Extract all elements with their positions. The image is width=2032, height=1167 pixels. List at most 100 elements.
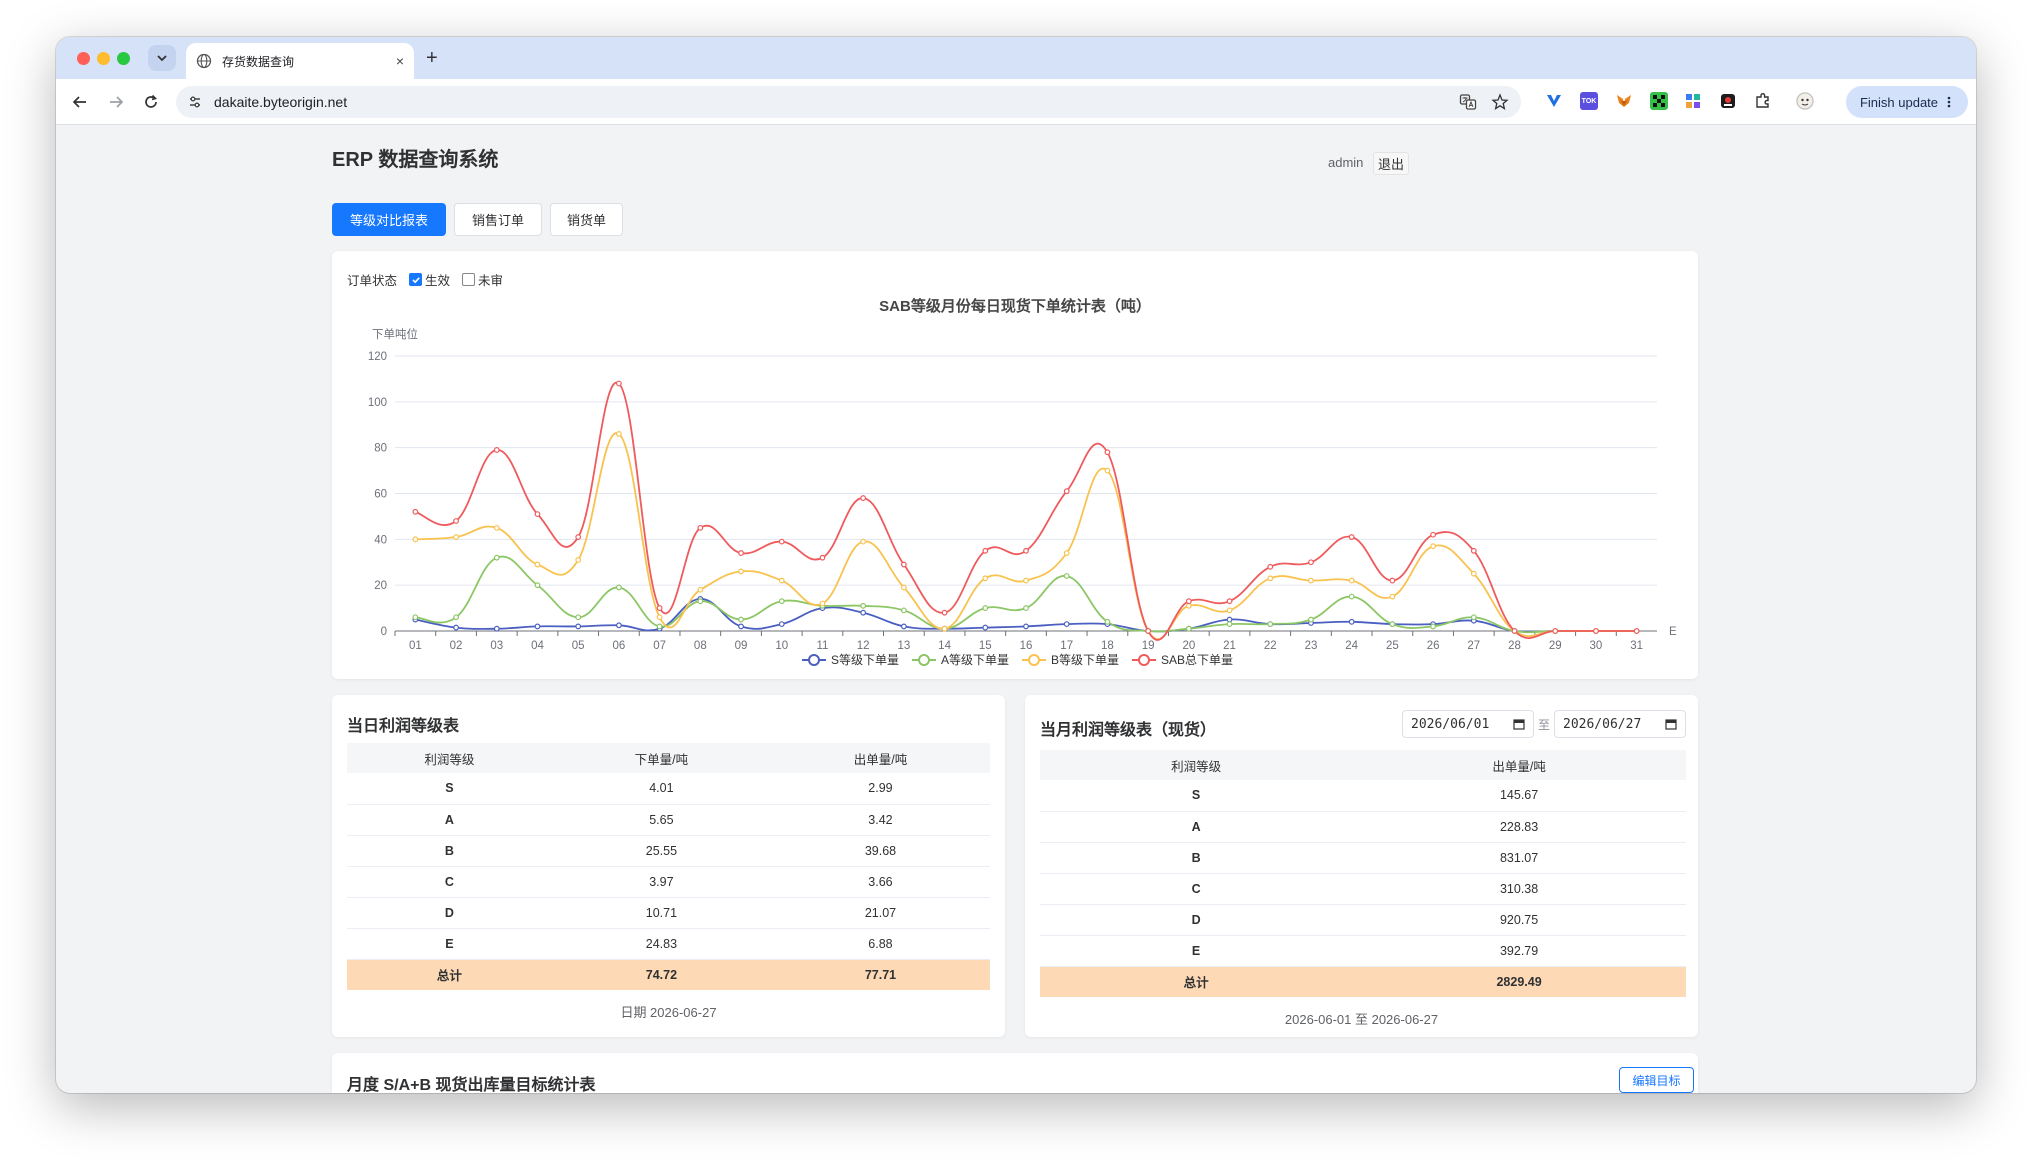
status-active-label[interactable]: 生效: [425, 274, 451, 288]
tab-sales-orders[interactable]: 销售订单: [454, 203, 542, 236]
x-tick-label: 24: [1345, 640, 1358, 652]
metamask-fox-icon[interactable]: [1615, 92, 1633, 110]
data-point: [616, 431, 622, 437]
data-point: [819, 554, 826, 561]
data-point: [1185, 625, 1192, 632]
data-point: [575, 557, 582, 563]
data-point: [1063, 573, 1070, 579]
daily-profit-title: 当日利润等级表: [347, 718, 460, 735]
date-from-input[interactable]: 2026/06/01: [1402, 710, 1534, 738]
translate-icon[interactable]: [1457, 91, 1479, 113]
x-tick-label: 14: [938, 640, 951, 652]
date-to-input[interactable]: 2026/06/27: [1554, 710, 1686, 738]
grade-cell: C: [347, 866, 552, 898]
logout-button[interactable]: 退出: [1373, 152, 1410, 175]
username: admin: [1328, 155, 1364, 170]
daily-order-line-chart: SAB等级月份每日现货下单统计表（吨）下单吨位02040608010012001…: [368, 297, 1677, 667]
extension-green-grid-icon[interactable]: [1650, 92, 1668, 110]
data-point: [982, 547, 989, 554]
series-line-1: [415, 555, 1637, 634]
address-bar[interactable]: dakaite.byteorigin.net: [176, 86, 1521, 118]
reload-button[interactable]: [141, 92, 161, 112]
order-status-filter: 订单状态 生效 未审: [347, 270, 503, 289]
finish-update-button[interactable]: Finish update: [1846, 86, 1968, 118]
new-tab-button[interactable]: +: [426, 47, 438, 69]
bookmark-star-icon[interactable]: [1489, 91, 1511, 113]
table-header: 下单量/吨: [551, 743, 771, 773]
data-point: [738, 550, 744, 556]
edit-target-button[interactable]: 编辑目标: [1619, 1067, 1694, 1093]
grade-cell: A: [347, 804, 552, 836]
url-text[interactable]: dakaite.byteorigin.net: [214, 94, 348, 110]
data-point: [412, 536, 419, 543]
tab-search-button[interactable]: [148, 45, 176, 71]
data-point: [900, 623, 907, 630]
y-tick-label: 20: [374, 580, 387, 592]
extension-v-icon[interactable]: [1545, 92, 1563, 110]
close-tab-icon[interactable]: ×: [395, 53, 404, 69]
value-cell: 145.67: [1352, 780, 1686, 812]
x-tick-label: 25: [1386, 640, 1399, 652]
site-settings-icon[interactable]: [186, 93, 204, 111]
extension-tok-icon[interactable]: TOK: [1580, 92, 1598, 110]
data-point: [493, 447, 500, 453]
grade-cell: S: [1040, 780, 1353, 812]
total-label-cell: 总计: [347, 959, 552, 990]
status-unreviewed-checkbox[interactable]: [462, 273, 476, 286]
tab-grade-report[interactable]: 等级对比报表: [332, 203, 446, 236]
order-status-label: 订单状态: [347, 274, 398, 288]
browser-window: 存货数据查询 × + dakaite.byteorigin.net: [56, 37, 1976, 1093]
data-point: [1593, 628, 1599, 634]
minimize-window-button[interactable]: [97, 52, 110, 65]
data-point: [534, 623, 541, 630]
x-tick-label: 26: [1427, 640, 1440, 652]
table-header: 利润等级: [1040, 750, 1353, 780]
data-point: [900, 561, 907, 568]
maximize-window-button[interactable]: [117, 52, 130, 65]
browser-tab-active[interactable]: 存货数据查询 ×: [186, 43, 414, 79]
date-range-separator: 至: [1538, 718, 1551, 732]
data-point: [1226, 621, 1233, 628]
forward-button[interactable]: [106, 92, 126, 112]
table-row: C 310.38: [1040, 873, 1686, 905]
data-point: [575, 614, 582, 621]
data-point: [1104, 449, 1111, 456]
profile-avatar-icon[interactable]: [1796, 92, 1814, 110]
x-tick-label: 12: [857, 640, 870, 652]
data-point: [819, 600, 826, 607]
data-point: [453, 534, 459, 540]
close-window-button[interactable]: [77, 52, 90, 65]
extension-dark-icon[interactable]: [1719, 92, 1737, 110]
data-point: [453, 624, 459, 631]
value-cell: 920.75: [1352, 904, 1686, 936]
x-tick-label: 28: [1508, 640, 1521, 652]
data-point: [1063, 488, 1070, 495]
grade-cell: A: [1040, 811, 1353, 843]
back-button[interactable]: [70, 92, 90, 112]
tab-sales-delivery[interactable]: 销货单: [550, 203, 623, 236]
grade-cell: E: [1040, 935, 1353, 967]
data-point: [982, 575, 989, 582]
table-row: A 228.83: [1040, 811, 1686, 843]
extension-blocks-icon[interactable]: [1684, 92, 1702, 110]
status-unreviewed-label[interactable]: 未审: [478, 274, 504, 288]
data-point: [1633, 628, 1640, 634]
status-active-checkbox[interactable]: [409, 273, 423, 286]
table-header: 利润等级: [347, 743, 552, 773]
value-cell: 831.07: [1352, 842, 1686, 874]
check-icon: [411, 276, 420, 283]
legend-swatch-marker: [918, 654, 930, 666]
x-tick-label: 13: [897, 640, 910, 652]
data-point: [1185, 602, 1192, 609]
data-point: [1511, 628, 1518, 634]
data-point: [778, 598, 785, 605]
data-point: [1226, 598, 1233, 605]
x-tick-label: 29: [1549, 640, 1562, 652]
daily-date-caption: 日期 2026-06-27: [620, 1005, 717, 1020]
data-point: [697, 598, 704, 605]
data-point: [1308, 616, 1314, 623]
y-tick-label: 80: [374, 443, 387, 455]
table-row: D 10.71 21.07: [347, 897, 990, 929]
extensions-puzzle-icon[interactable]: [1754, 92, 1772, 110]
data-point: [1023, 547, 1029, 554]
